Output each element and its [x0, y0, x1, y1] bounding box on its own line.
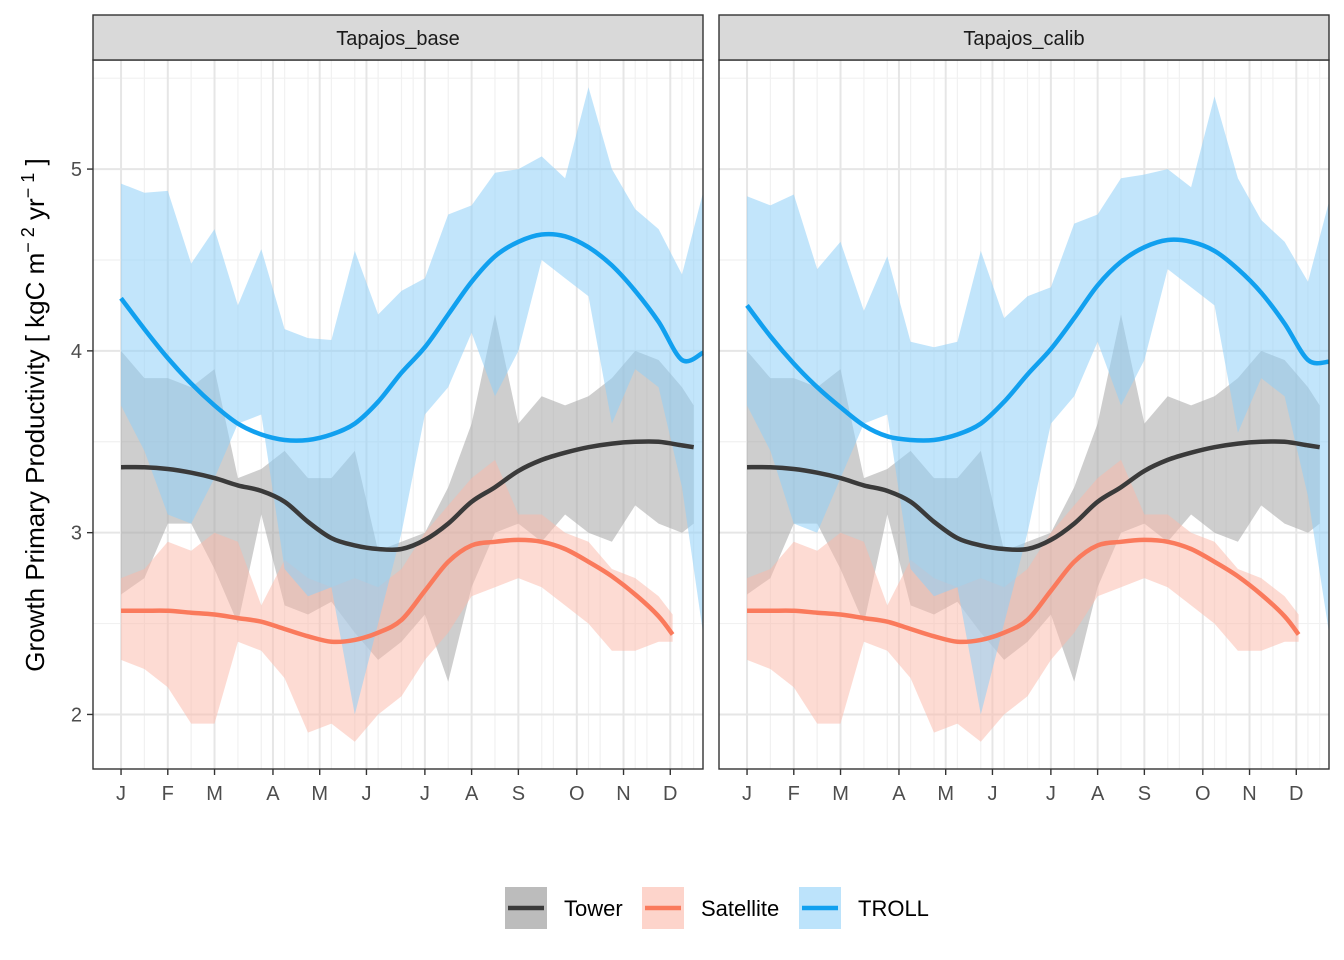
x-tick-label: F	[788, 783, 800, 805]
legend-label: TROLL	[858, 896, 929, 921]
y-axis-title-end: ]	[20, 158, 50, 172]
x-tick-label: M	[832, 783, 849, 805]
x-tick-label: J	[1046, 783, 1056, 805]
x-tick-label: D	[1289, 783, 1303, 805]
line-troll	[745, 237, 1330, 443]
band-troll	[121, 87, 703, 715]
x-tick-label: J	[116, 783, 126, 805]
x-tick-label: F	[162, 783, 174, 805]
x-tick-label: M	[311, 783, 328, 805]
panel-0: Tapajos_base J F M A M J J A S O N D 2 3 4 5	[71, 14, 705, 805]
panel-1: Tapajos_calib J F M A M J J A S O N D	[718, 14, 1330, 805]
x-tick-label: N	[616, 783, 630, 805]
legend-item-tower: Tower	[505, 887, 623, 929]
panels: Tapajos_base J F M A M J J A S O N D 2 3 4 5 Tapajos_cali…	[71, 14, 1330, 805]
x-tick-label: J	[420, 783, 430, 805]
y-axis-title-mid: yr	[20, 198, 50, 227]
line-troll	[119, 231, 705, 443]
x-tick-label: O	[569, 783, 585, 805]
band-tower	[747, 314, 1320, 682]
line-tower	[746, 439, 1321, 553]
legend-label: Satellite	[701, 896, 779, 921]
legend-label: Tower	[564, 896, 623, 921]
y-tick-label: 3	[71, 523, 82, 545]
y-tick-label: 2	[71, 704, 82, 726]
band-tower	[121, 314, 694, 682]
x-tick-label: A	[465, 783, 479, 805]
y-tick-label: 5	[71, 159, 82, 181]
x-tick-label: J	[987, 783, 997, 805]
x-tick-label: M	[937, 783, 954, 805]
band-satellite	[747, 459, 1299, 742]
x-tick-label: A	[892, 783, 906, 805]
line-tower	[120, 439, 695, 553]
x-tick-label: J	[361, 783, 371, 805]
y-tick-label: 4	[71, 341, 82, 363]
x-tick-label: S	[512, 783, 525, 805]
strip-title: Tapajos_calib	[963, 28, 1084, 50]
y-axis-title-sup2: − 1	[18, 173, 38, 199]
y-axis-title: Growth Primary Productivity [ kgC m− 2 y…	[18, 158, 50, 671]
strip-title: Tapajos_base	[336, 28, 459, 50]
band-satellite	[121, 459, 673, 742]
legend-item-satellite: Satellite	[642, 887, 779, 929]
y-axis-title-main: Growth Primary Productivity [ kgC m	[20, 253, 50, 672]
legend: Tower Satellite TROLL	[505, 887, 929, 929]
line-satellite	[121, 537, 675, 645]
band-troll	[747, 96, 1329, 715]
x-tick-label: A	[1091, 783, 1105, 805]
svg-text:Growth Primary Productivity [: Growth Primary Productivity [ kgC m− 2 y…	[18, 158, 50, 671]
line-satellite	[747, 537, 1301, 645]
x-tick-label: M	[206, 783, 223, 805]
y-axis-title-sup1: − 2	[18, 227, 38, 253]
legend-item-troll: TROLL	[799, 887, 929, 929]
x-tick-label: O	[1195, 783, 1211, 805]
x-tick-label: S	[1138, 783, 1151, 805]
strip-background	[718, 14, 1330, 61]
strip-background	[92, 14, 704, 61]
x-tick-label: A	[266, 783, 280, 805]
x-tick-label: N	[1242, 783, 1256, 805]
x-tick-label: J	[742, 783, 752, 805]
x-tick-label: D	[663, 783, 677, 805]
